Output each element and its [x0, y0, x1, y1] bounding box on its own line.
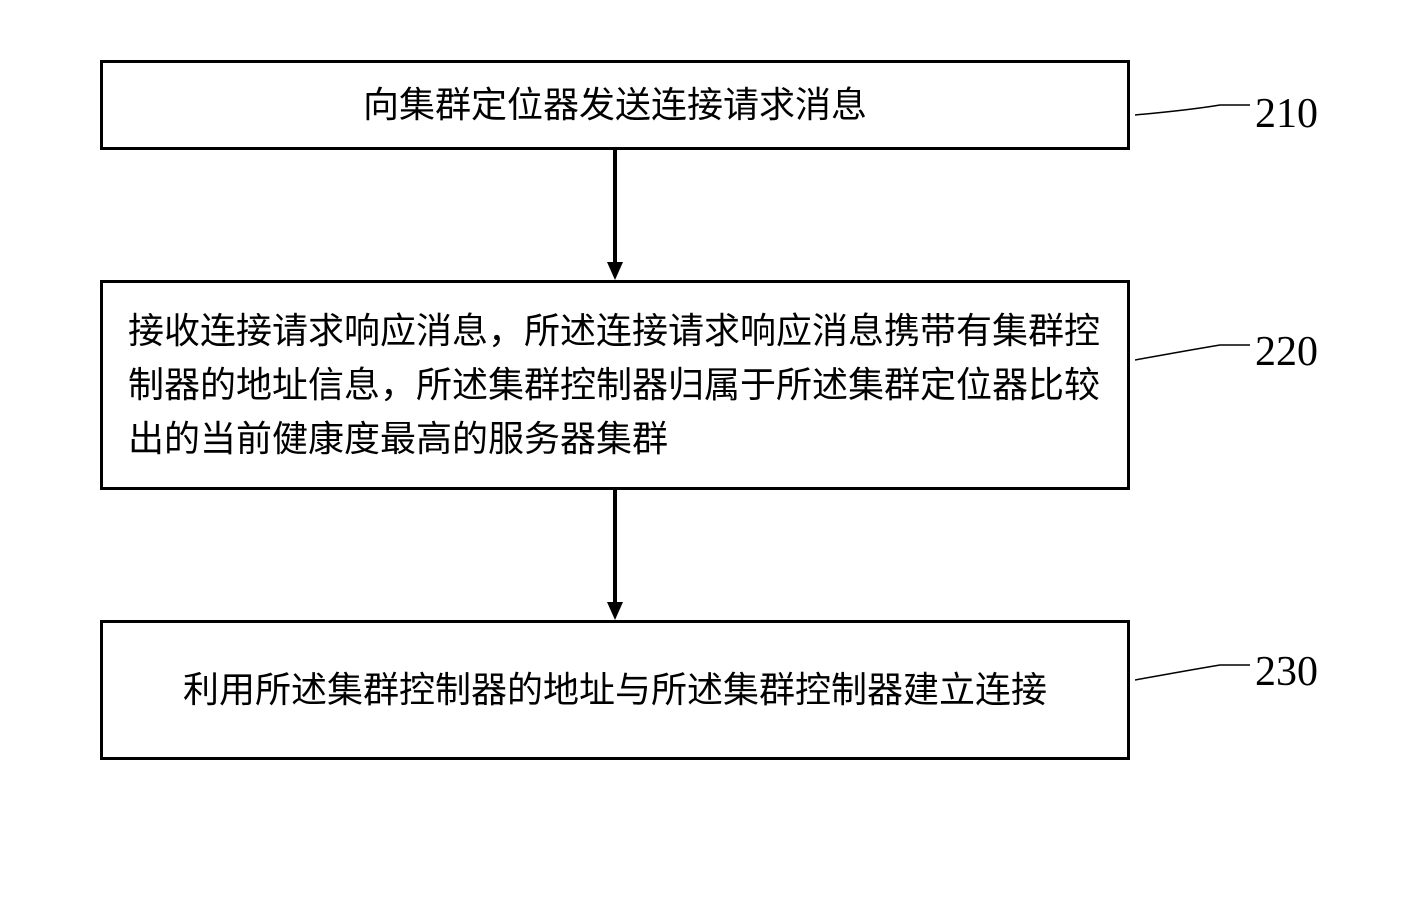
flow-box-3: 利用所述集群控制器的地址与所述集群控制器建立连接: [100, 620, 1130, 760]
flow-box-2: 接收连接请求响应消息，所述连接请求响应消息携带有集群控制器的地址信息，所述集群控…: [100, 280, 1130, 490]
step-label-1: 210: [1255, 90, 1318, 138]
flow-box-1-text: 向集群定位器发送连接请求消息: [363, 78, 867, 132]
step-label-3: 230: [1255, 648, 1318, 696]
flow-box-2-text: 接收连接请求响应消息，所述连接请求响应消息携带有集群控制器的地址信息，所述集群控…: [128, 304, 1102, 466]
leader-line-1: [1135, 90, 1255, 120]
step-label-2: 220: [1255, 328, 1318, 376]
leader-line-2: [1135, 330, 1255, 365]
leader-line-3: [1135, 650, 1255, 685]
flow-box-3-text: 利用所述集群控制器的地址与所述集群控制器建立连接: [183, 663, 1047, 717]
flow-box-1: 向集群定位器发送连接请求消息: [100, 60, 1130, 150]
arrow-1: [605, 150, 625, 280]
arrow-2: [605, 490, 625, 620]
